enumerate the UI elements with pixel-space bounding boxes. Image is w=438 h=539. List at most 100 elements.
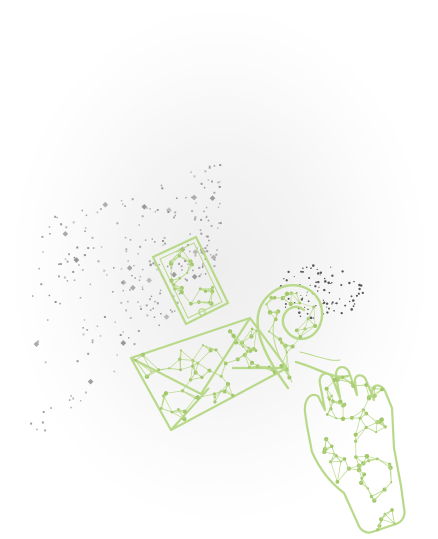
particle bbox=[154, 300, 156, 303]
particle bbox=[146, 314, 149, 317]
particle bbox=[73, 256, 76, 259]
particle bbox=[129, 317, 132, 319]
particle bbox=[82, 333, 85, 336]
mesh-node bbox=[353, 432, 358, 437]
mesh-line bbox=[171, 411, 185, 413]
particle bbox=[340, 311, 343, 315]
particle bbox=[149, 298, 151, 301]
mesh-line bbox=[171, 277, 180, 281]
particle bbox=[100, 246, 103, 248]
particle bbox=[65, 226, 68, 229]
particle bbox=[301, 297, 304, 299]
mesh-line bbox=[181, 249, 191, 262]
mesh-line bbox=[330, 408, 337, 419]
particle bbox=[116, 354, 118, 356]
particle bbox=[204, 170, 207, 173]
mesh-line bbox=[237, 351, 248, 360]
particle bbox=[169, 309, 172, 311]
particle bbox=[133, 343, 136, 346]
particle bbox=[131, 274, 133, 277]
particle bbox=[348, 281, 351, 285]
mesh-line bbox=[163, 395, 173, 413]
gray-particle-cloud bbox=[30, 164, 222, 432]
mesh-line bbox=[368, 389, 383, 398]
particle bbox=[305, 266, 308, 269]
particle bbox=[191, 210, 194, 213]
particle bbox=[201, 266, 204, 268]
particle bbox=[103, 269, 106, 272]
mesh-line bbox=[365, 427, 377, 433]
mesh-line bbox=[286, 351, 290, 378]
particle bbox=[200, 218, 203, 221]
mesh-line bbox=[375, 426, 386, 433]
particle bbox=[319, 274, 321, 276]
particle bbox=[309, 284, 311, 286]
particle bbox=[333, 309, 335, 312]
particle bbox=[209, 254, 212, 256]
particle bbox=[140, 308, 142, 310]
particle bbox=[66, 260, 69, 263]
particle bbox=[124, 205, 126, 207]
particle bbox=[325, 302, 329, 305]
mesh-node bbox=[249, 360, 255, 365]
particle bbox=[215, 253, 218, 256]
particle bbox=[316, 290, 319, 292]
particle bbox=[283, 278, 285, 280]
particle bbox=[209, 195, 216, 202]
mesh-line bbox=[214, 391, 222, 403]
particle bbox=[139, 275, 142, 278]
particle bbox=[66, 280, 69, 282]
particle bbox=[171, 271, 177, 278]
particle bbox=[41, 421, 44, 424]
mesh-node bbox=[170, 410, 174, 414]
particle bbox=[162, 240, 164, 242]
particle bbox=[191, 273, 198, 280]
mesh-node bbox=[189, 301, 193, 306]
mesh-line bbox=[179, 272, 188, 279]
particle bbox=[163, 314, 170, 320]
particle bbox=[154, 241, 156, 243]
mesh-line bbox=[173, 278, 180, 285]
mesh-line bbox=[181, 291, 192, 305]
mesh-node bbox=[379, 417, 384, 422]
particle bbox=[49, 233, 51, 235]
particle bbox=[205, 206, 208, 209]
particle bbox=[300, 298, 303, 301]
particle bbox=[176, 301, 179, 304]
particle bbox=[172, 275, 175, 277]
mesh-line bbox=[330, 461, 338, 483]
particle bbox=[312, 317, 314, 319]
mesh-node bbox=[312, 305, 316, 309]
mesh-line bbox=[351, 409, 364, 419]
particle bbox=[85, 214, 88, 217]
particle bbox=[200, 232, 203, 235]
hand-icon bbox=[303, 366, 406, 534]
mesh-node bbox=[330, 444, 334, 449]
mesh-node bbox=[338, 399, 343, 404]
mesh-line bbox=[355, 417, 361, 436]
mesh-line bbox=[281, 351, 288, 367]
particle bbox=[129, 288, 131, 291]
particle bbox=[219, 164, 222, 167]
particle bbox=[331, 274, 334, 277]
mesh-line bbox=[290, 302, 301, 305]
mesh-node bbox=[284, 291, 290, 297]
particle bbox=[173, 310, 176, 312]
particle bbox=[206, 244, 209, 247]
mesh-line bbox=[352, 384, 367, 387]
particle bbox=[202, 265, 204, 267]
particle bbox=[298, 311, 301, 314]
particle bbox=[141, 215, 144, 218]
particle bbox=[122, 203, 124, 205]
particle bbox=[159, 289, 162, 292]
particle bbox=[306, 291, 308, 293]
particle bbox=[307, 308, 309, 311]
particle bbox=[217, 206, 220, 208]
particle bbox=[125, 248, 128, 251]
particle bbox=[206, 215, 208, 218]
particle bbox=[285, 279, 288, 282]
particle bbox=[309, 316, 313, 320]
particle bbox=[86, 329, 88, 331]
particle bbox=[138, 279, 141, 281]
particle bbox=[134, 277, 136, 279]
